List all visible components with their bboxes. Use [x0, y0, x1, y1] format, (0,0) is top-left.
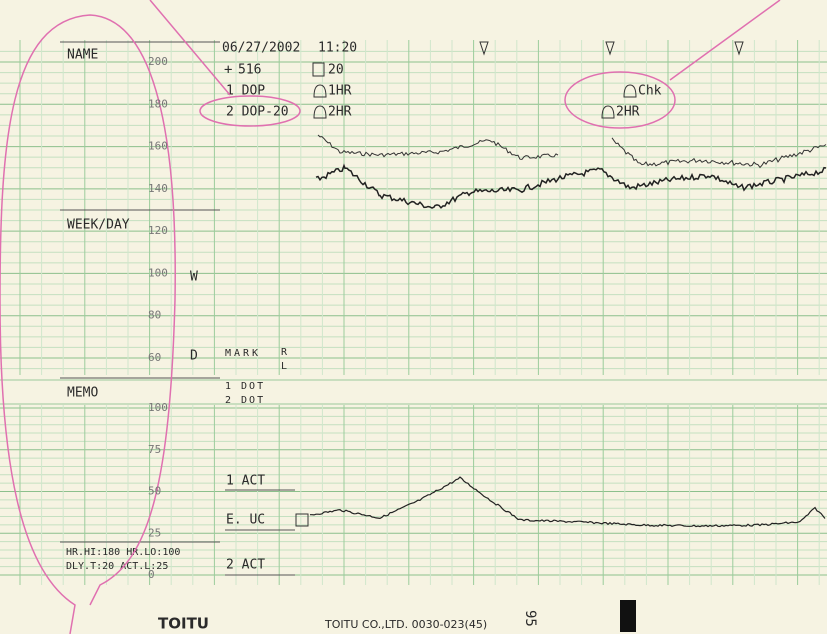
annotations	[0, 0, 781, 634]
setting: HR.HI:180 HR.LO:100	[66, 547, 180, 558]
act-2: 2 ACT	[226, 558, 265, 573]
bell-icon	[313, 105, 327, 119]
uc-scale-label: 0	[148, 568, 155, 581]
fhr-scale-label: 80	[148, 309, 161, 322]
fhr-trace-2	[315, 163, 827, 209]
interval: 20	[328, 63, 344, 78]
uc-scale-label: 25	[148, 526, 161, 539]
mark-left: L	[281, 361, 287, 372]
name-label: NAME	[67, 48, 98, 63]
uc-scale-label: 50	[148, 485, 161, 498]
week-mark: W	[190, 270, 198, 285]
fhr-scale-label: 180	[148, 97, 168, 110]
fhr-scale-label: 140	[148, 182, 168, 195]
check: Chk	[638, 84, 662, 99]
week-day-label: WEEK/DAY	[67, 218, 130, 233]
page-number: 95	[522, 610, 538, 627]
traces	[310, 134, 827, 528]
act-1: 1 ACT	[226, 474, 265, 489]
uc-icon	[295, 513, 309, 527]
bell-icon	[313, 84, 327, 98]
time: 11:20	[318, 41, 357, 56]
fhr-scale-label: 120	[148, 224, 168, 237]
setting: DLY.T:20 ACT.L:25	[66, 561, 168, 572]
alarm-1: 1HR	[328, 84, 352, 99]
fhr-scale-label: 100	[148, 266, 168, 279]
fhr-scale-label: 160	[148, 140, 168, 153]
fhr-scale-label: 60	[148, 351, 161, 364]
fhr-trace-1	[611, 137, 827, 169]
mark: MARK	[225, 348, 261, 359]
date: 06/27/2002	[222, 41, 300, 56]
bell-icon	[623, 84, 637, 98]
speed-icon: +	[224, 62, 232, 78]
day-mark: D	[190, 349, 198, 364]
black-mark	[620, 600, 636, 632]
footer-bg	[0, 585, 827, 634]
alarm-2: 2HR	[328, 105, 352, 120]
memo-label: MEMO	[67, 386, 98, 401]
grid	[0, 40, 827, 585]
brand: TOITU	[158, 615, 209, 633]
interval-icon	[312, 62, 325, 77]
bell-icon	[601, 105, 615, 119]
event-marks	[479, 41, 744, 56]
channel-1: 1 DOP	[226, 84, 265, 99]
fhr-scale-label: 200	[148, 55, 168, 68]
company: TOITU CO.,LTD. 0030-023(45)	[324, 618, 487, 631]
mark-right: R	[281, 347, 288, 358]
speed: 516	[238, 63, 261, 78]
dot-2: 2 DOT	[225, 395, 265, 406]
fhr-trace-1	[317, 134, 559, 160]
uc-trace	[310, 476, 826, 528]
channel-2: 2 DOP-20	[226, 105, 289, 120]
uc: E. UC	[226, 513, 265, 528]
uc-scale-label: 75	[148, 443, 161, 456]
dot-1: 1 DOT	[225, 381, 265, 392]
uc-scale-label: 100	[148, 401, 168, 414]
alarm-3: 2HR	[616, 105, 640, 120]
